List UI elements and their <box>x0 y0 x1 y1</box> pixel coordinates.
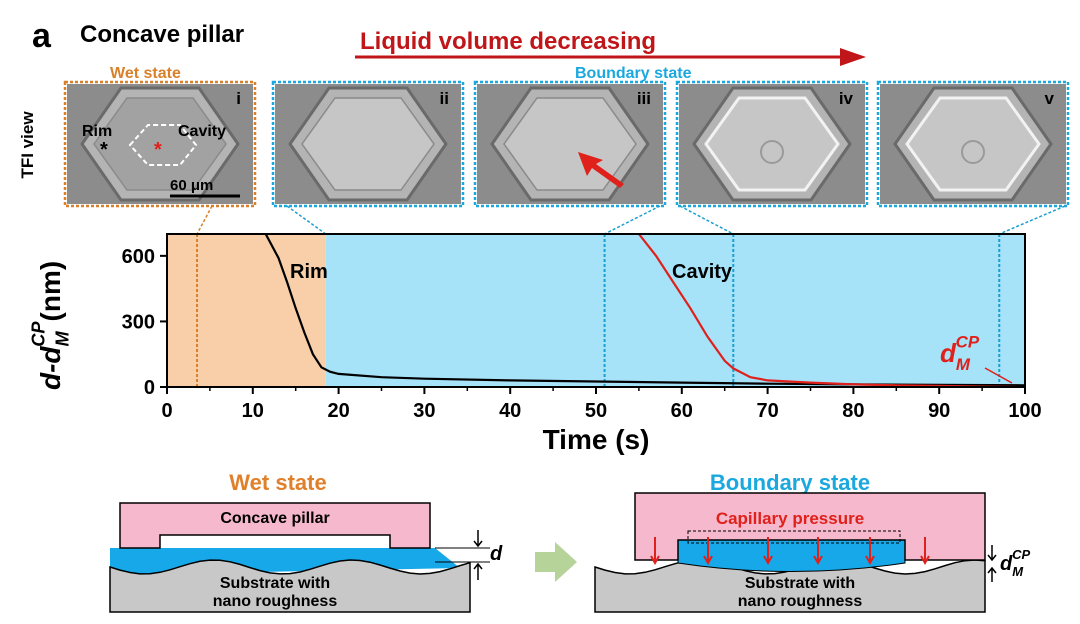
connector <box>286 205 327 235</box>
region <box>167 234 326 387</box>
tile-border <box>876 80 1070 208</box>
cavity-label: Cavity <box>178 123 226 140</box>
pressure-box <box>687 530 901 544</box>
y-tick-label: 0 <box>144 377 155 399</box>
annotation-leader <box>984 367 1013 384</box>
x-tick-label: 40 <box>499 400 521 422</box>
pressure-arrow <box>920 537 930 566</box>
x-tick-label: 100 <box>1008 400 1041 422</box>
gap-arrows <box>473 530 483 580</box>
tile-border <box>63 80 257 208</box>
panel-label: a <box>32 17 52 55</box>
tile-border <box>675 80 869 208</box>
region <box>325 234 1026 387</box>
curve-annotation: dM CP <box>940 333 980 374</box>
cavity-ring <box>760 140 784 164</box>
x-tick-label: 0 <box>161 400 172 422</box>
label-main: d-d <box>35 346 66 390</box>
scale-label: 60 μm <box>170 177 213 194</box>
substrate-label: Substrate with <box>745 575 855 592</box>
substrate-label: nano roughness <box>738 593 863 610</box>
pillar <box>634 492 986 561</box>
image-numeral: i <box>236 89 241 108</box>
x-tick-label: 90 <box>928 400 950 422</box>
label-sup: CP <box>956 333 980 352</box>
pillar-top <box>905 96 1041 192</box>
wet-label: Wet state <box>110 65 181 82</box>
arrow-head <box>840 48 866 66</box>
pillar <box>119 502 431 549</box>
line-series <box>638 234 1017 387</box>
pillar-top <box>301 97 435 191</box>
pressure-arrow <box>813 537 823 566</box>
label-sub: M <box>956 355 971 374</box>
plot-lines <box>264 234 1025 387</box>
gap-label: d <box>490 543 503 565</box>
pillar-top <box>93 97 227 191</box>
x-tick-label: 60 <box>671 400 693 422</box>
label-sub: M <box>52 330 72 346</box>
tile-border <box>473 80 667 208</box>
label-unit: (nm) <box>35 261 66 322</box>
pressure-arrow <box>650 537 660 566</box>
x-axis-title: Time (s) <box>543 424 650 455</box>
image-numeral: iii <box>637 89 651 108</box>
x-tick-label: 10 <box>242 400 264 422</box>
pillar-top <box>704 96 840 192</box>
label-main: d <box>1000 553 1013 575</box>
series-label: Rim <box>290 261 328 283</box>
cavity-marker: * <box>154 139 162 161</box>
connector <box>998 205 1066 235</box>
series-label: Cavity <box>672 261 733 283</box>
diagram-title: Boundary state <box>710 470 870 495</box>
arrow-label: Liquid volume decreasing <box>360 28 656 55</box>
connector <box>196 205 213 235</box>
pressure-arrow <box>763 537 773 566</box>
gap-arrows <box>987 545 997 582</box>
pressure-arrow <box>865 537 875 566</box>
connector <box>679 205 734 235</box>
liquid <box>677 539 906 572</box>
y-tick-label: 600 <box>122 246 155 268</box>
image-numeral: ii <box>440 89 449 108</box>
tile-border <box>271 80 465 208</box>
transition-arrow <box>535 542 577 582</box>
image-numeral: v <box>1045 89 1055 108</box>
image-numeral: iv <box>839 89 854 108</box>
rim-marker: * <box>100 139 108 161</box>
y-axis-title: d-dMCP(nm) <box>29 261 73 390</box>
label-sup: CP <box>1012 547 1030 562</box>
pillar-label: Concave pillar <box>220 510 329 527</box>
y-tick-label: 300 <box>122 311 155 333</box>
red-arrow <box>578 152 624 188</box>
dashed-cavity <box>128 124 198 166</box>
line-series <box>264 234 1025 387</box>
label-sup: CP <box>29 321 49 347</box>
label-sub: M <box>1012 564 1024 579</box>
diagram-title: Wet state <box>229 470 326 495</box>
substrate <box>109 559 471 613</box>
substrate-label: Substrate with <box>220 575 330 592</box>
x-tick-label: 30 <box>413 400 435 422</box>
cavity-ring <box>961 140 985 164</box>
title: Concave pillar <box>80 21 244 48</box>
x-tick-label: 70 <box>756 400 778 422</box>
x-tick-label: 50 <box>585 400 607 422</box>
x-tick-label: 20 <box>327 400 349 422</box>
gap-label: dM CP <box>1000 547 1030 579</box>
connector <box>604 205 661 235</box>
pillar-top <box>503 97 637 191</box>
x-tick-label: 80 <box>842 400 864 422</box>
pressure-label: Capillary pressure <box>716 509 864 528</box>
rim-label: Rim <box>82 123 112 140</box>
side-label: TFI view <box>18 111 37 179</box>
label-main: d <box>940 338 957 368</box>
boundary-label: Boundary state <box>575 65 692 82</box>
pressure-arrow <box>703 537 713 566</box>
substrate-label: nano roughness <box>213 593 338 610</box>
